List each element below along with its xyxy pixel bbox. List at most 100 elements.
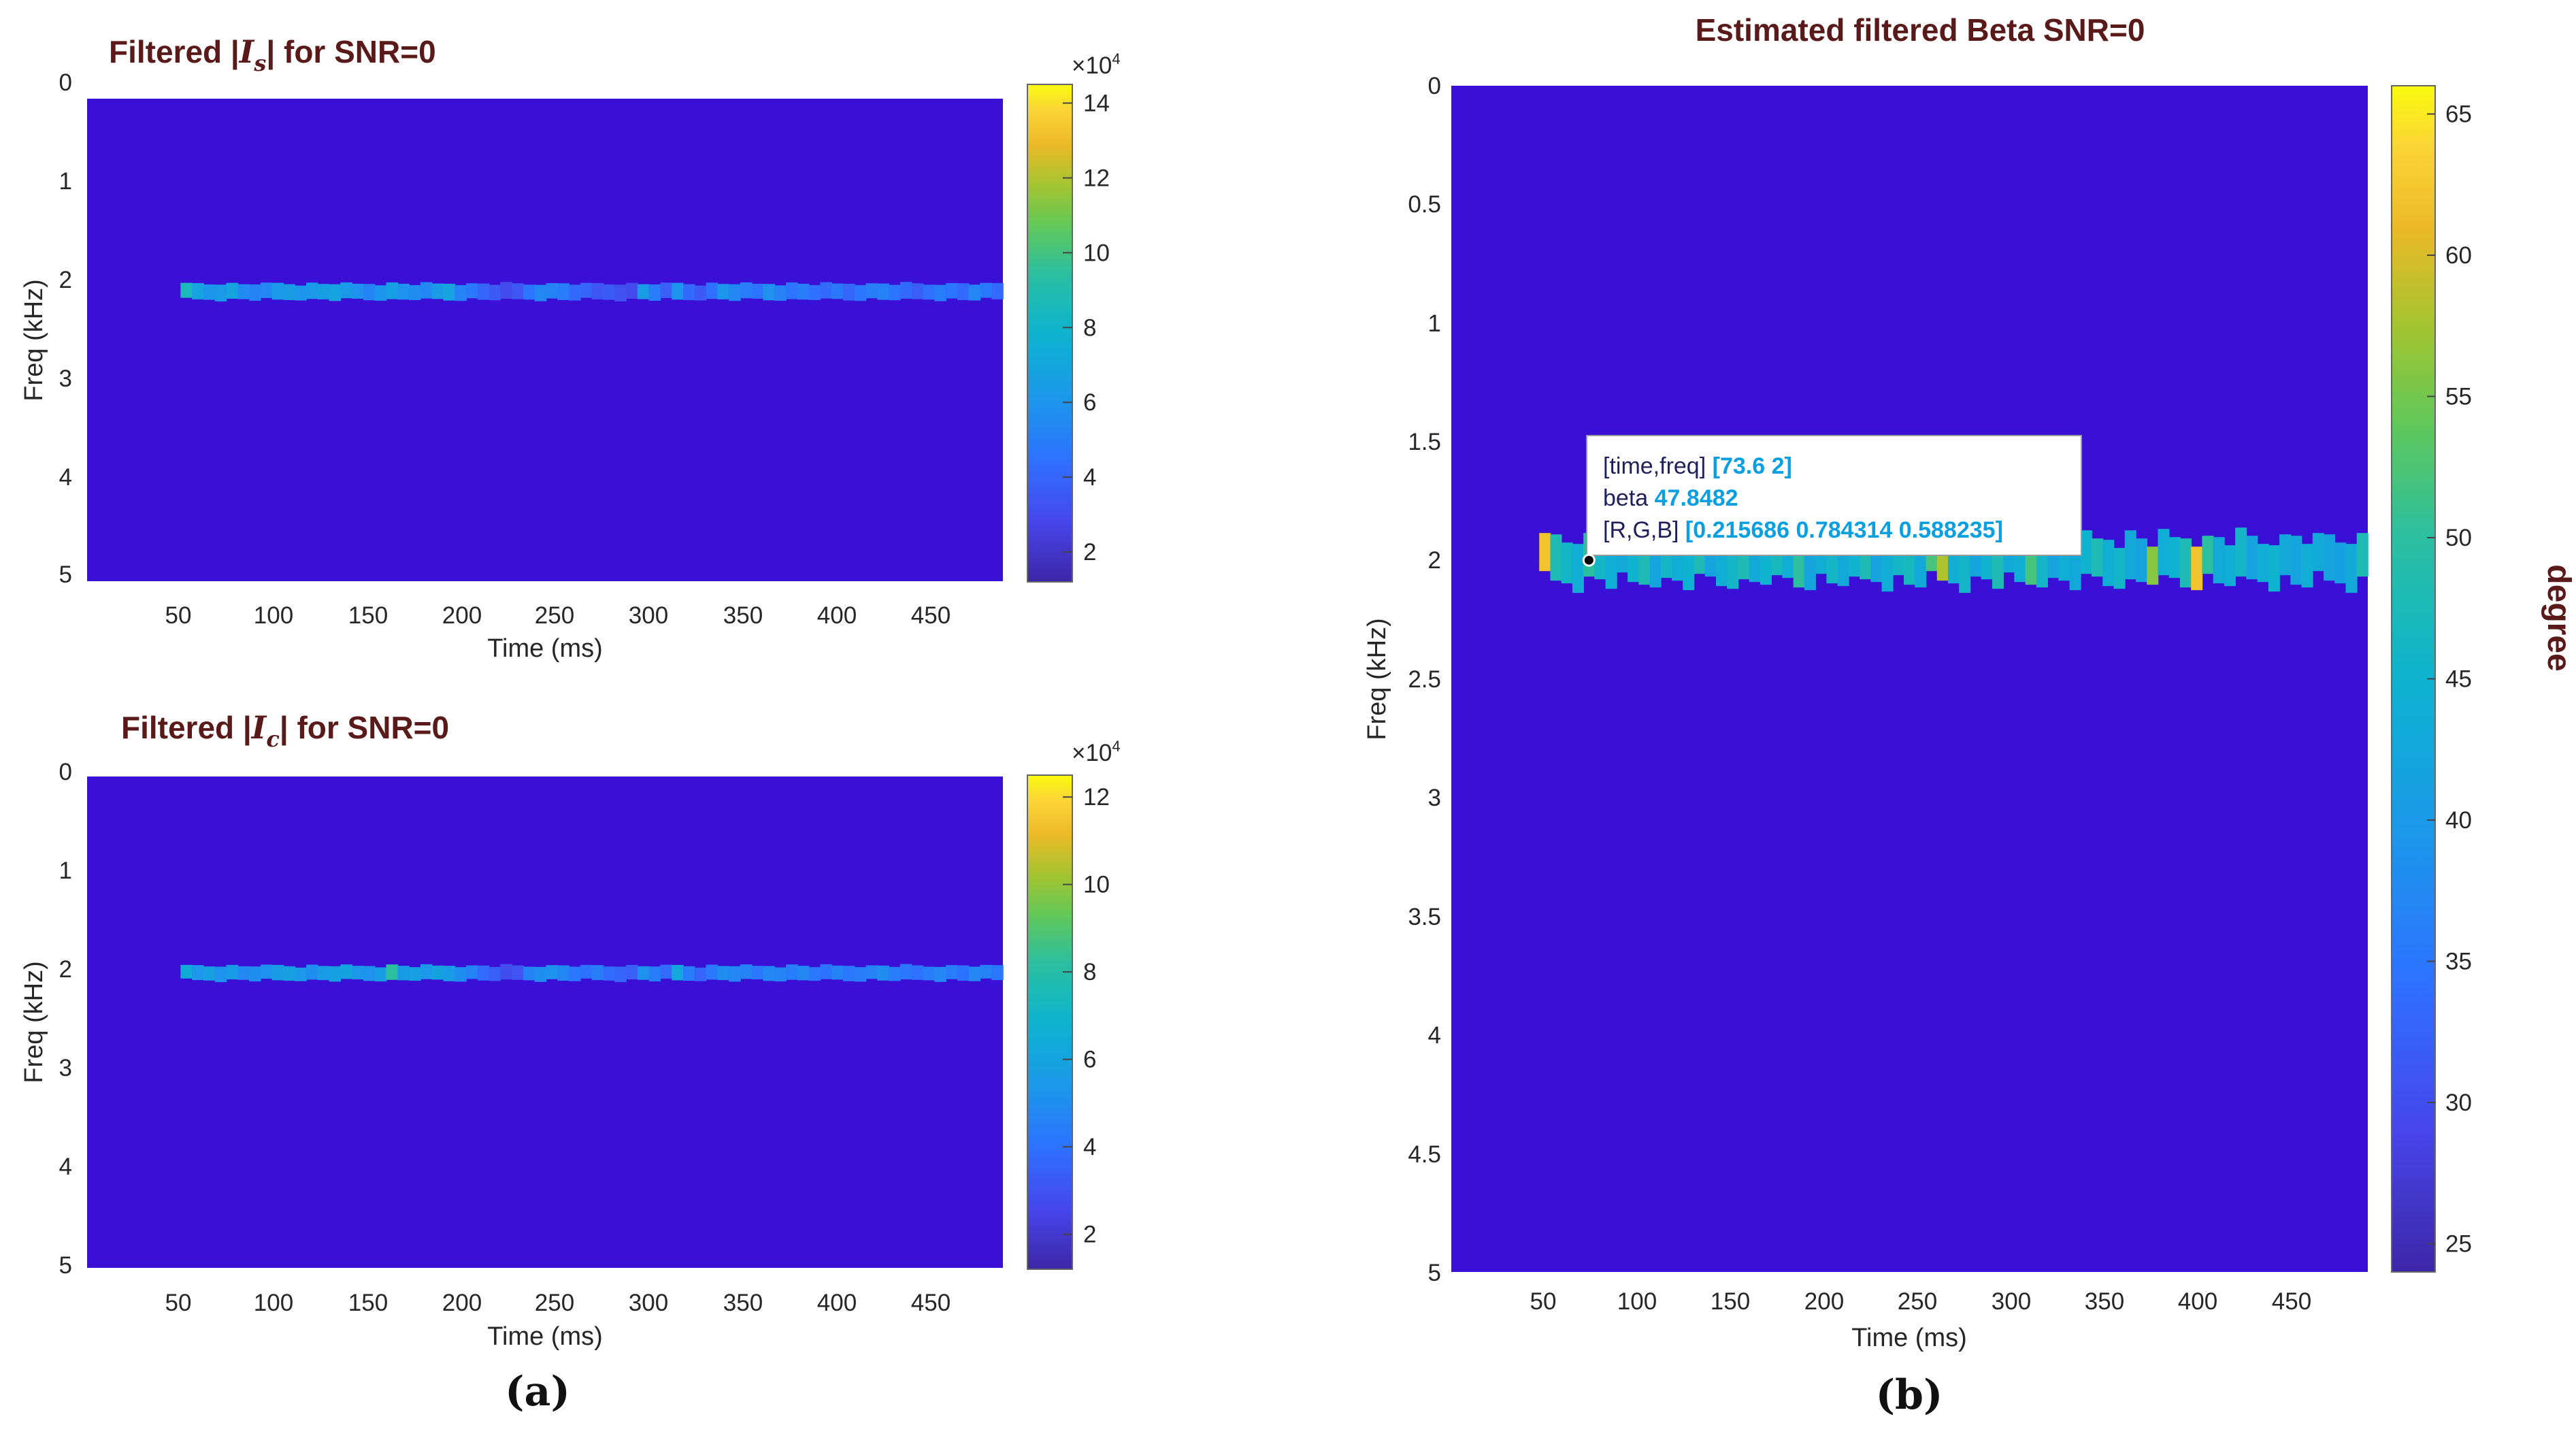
a1-band-cell — [706, 282, 719, 299]
a1-band-cell — [763, 284, 776, 301]
b-ytick-label: 2.5 — [1408, 666, 1441, 693]
a1-band-cell — [363, 284, 376, 301]
b-xtick-label: 450 — [2272, 1288, 2311, 1315]
b-band-cell — [2356, 533, 2368, 577]
a1-ytick-label: 2 — [59, 267, 72, 293]
b-band-cell — [1572, 544, 1584, 593]
a2-ytick-label: 2 — [59, 956, 72, 983]
a1-band-cell — [774, 285, 787, 301]
a1-band-cell — [614, 284, 627, 301]
b-colorbar-tick-label: 35 — [2445, 949, 2472, 975]
chart-a2: Filtered |Ic| for SNR=0 50 100 150 200 250 30… — [20, 709, 1121, 1351]
a2-band-cell — [489, 966, 501, 981]
a2-xtick-label: 250 — [535, 1290, 574, 1316]
a2-band-cell — [991, 965, 1004, 981]
b-band-cell — [1881, 545, 1894, 592]
a2-xtick-label: 400 — [817, 1290, 857, 1316]
a1-xtick-label: 100 — [254, 602, 293, 629]
b-band-cell — [2334, 542, 2347, 584]
b-ytick-label: 4.5 — [1408, 1141, 1441, 1168]
a1-band-cell — [923, 284, 936, 300]
a2-band-cell — [557, 965, 569, 981]
a1-band-cell — [831, 283, 844, 299]
a2-band-cell — [786, 964, 798, 980]
a2-band-cell — [842, 966, 855, 981]
b-colorbar-tick-label: 30 — [2445, 1090, 2472, 1116]
a2-band-cell — [854, 967, 867, 982]
chart-a2-colorbar — [1027, 774, 1073, 1270]
a2-band-cell — [306, 964, 318, 980]
chart-a1: Filtered |Is| for SNR=0 50 100 150 200 250 30… — [20, 33, 1121, 663]
a2-band-cell — [660, 964, 672, 979]
b-band-cell — [2191, 546, 2203, 591]
a1-band-cell — [180, 282, 193, 298]
b-band-cell — [2268, 545, 2280, 592]
b-ytick-label: 1 — [1428, 310, 1441, 337]
a1-band-cell — [500, 282, 512, 299]
b-band-cell — [2158, 529, 2170, 576]
a1-band-cell — [672, 282, 684, 300]
a1-band-cell — [648, 284, 661, 301]
a2-ytick-label: 4 — [59, 1154, 72, 1180]
a2-colorbar-tick-label: 10 — [1083, 872, 1110, 898]
chart-a1-xlabel: Time (ms) — [487, 634, 603, 663]
a2-colorbar-tick-label: 8 — [1083, 959, 1096, 985]
a1-colorbar-tick-label: 12 — [1083, 165, 1110, 191]
a1-band-cell — [934, 284, 946, 301]
a2-band-cell — [614, 966, 627, 983]
a1-band-cell — [203, 284, 216, 300]
a1-band-cell — [889, 284, 901, 301]
b-band-cell — [2113, 548, 2126, 589]
a1-colorbar-tick-label: 4 — [1083, 464, 1096, 491]
a1-colorbar-tick-label: 2 — [1083, 539, 1096, 566]
b-ytick-label: 5 — [1428, 1260, 1441, 1286]
b-colorbar-tick-label: 40 — [2445, 807, 2472, 834]
a1-band-cell — [899, 282, 912, 299]
a1-xtick-label: 150 — [348, 602, 388, 629]
a2-ytick-label: 3 — [59, 1055, 72, 1081]
a1-band-cell — [306, 282, 318, 299]
a1-band-cell — [295, 285, 307, 301]
chart-a2-title: Filtered |Ic| for SNR=0 — [121, 709, 449, 752]
b-band-cell — [1727, 548, 1739, 589]
a1-colorbar-tick-label: 6 — [1083, 389, 1096, 416]
datatip[interactable]: [time,freq] [73.6 2] beta 47.8482 [R,G,B… — [1582, 435, 2082, 567]
a2-band-cell — [569, 966, 581, 981]
b-ytick-label: 1.5 — [1408, 429, 1441, 455]
a2-band-cell — [694, 967, 707, 981]
a1-band-cell — [512, 283, 524, 299]
a1-band-cell — [717, 284, 729, 299]
a1-band-cell — [820, 282, 832, 299]
a1-band-cell — [591, 282, 604, 299]
a1-band-cell — [957, 283, 970, 300]
a2-band-cell — [763, 966, 776, 981]
b-band-cell — [2235, 527, 2247, 577]
a2-band-cell — [580, 964, 593, 979]
b-band-cell — [2345, 544, 2358, 593]
a2-band-cell — [797, 966, 810, 981]
a2-band-cell — [271, 964, 284, 981]
a2-band-cell — [260, 964, 273, 979]
datatip-line2: beta 47.8482 — [1603, 485, 1738, 511]
chart-b-colorbar-label: degree — [2541, 564, 2576, 671]
a1-band-cell — [637, 284, 650, 299]
b-band-cell — [2301, 544, 2313, 588]
b-band-cell — [2168, 537, 2181, 578]
b-band-cell — [1550, 534, 1562, 581]
a1-band-cell — [786, 282, 798, 299]
a1-band-cell — [660, 282, 672, 298]
datatip-marker[interactable] — [1582, 553, 1596, 567]
b-xtick-label: 200 — [1804, 1288, 1844, 1315]
a1-band-cell — [192, 282, 204, 299]
panel-label-b: (b) — [1876, 1371, 1943, 1419]
a2-band-cell — [980, 964, 993, 979]
a1-band-cell — [626, 282, 638, 299]
a2-band-cell — [237, 966, 250, 980]
a1-band-cell — [455, 284, 467, 301]
a1-band-cell — [797, 283, 810, 300]
b-band-cell — [2279, 534, 2292, 576]
a2-band-cell — [820, 964, 832, 979]
a1-xtick-label: 300 — [629, 602, 668, 629]
a2-band-cell — [877, 965, 889, 981]
a1-band-cell — [694, 285, 707, 301]
